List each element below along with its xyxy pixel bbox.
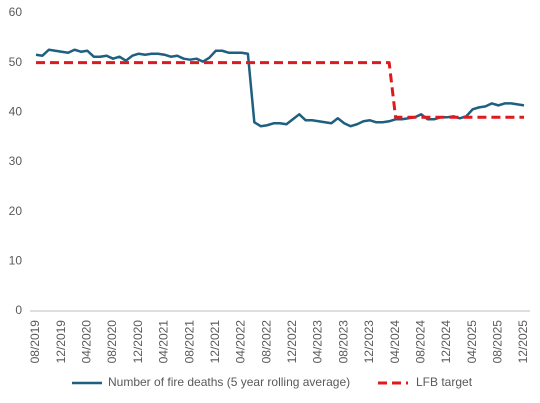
x-tick-label: 08/2021 [182,320,196,364]
x-tick-label: 12/2022 [285,320,299,364]
y-tick-label: 60 [9,5,23,19]
x-tick-label: 04/2025 [465,320,479,364]
x-tick-label: 08/2022 [259,320,273,364]
x-tick-label: 12/2023 [362,320,376,364]
x-tick-label: 08/2020 [105,320,119,364]
x-tick-label: 04/2022 [234,320,248,364]
legend-label: Number of fire deaths (5 year rolling av… [108,375,350,389]
y-tick-label: 50 [9,55,23,69]
x-tick-label: 08/2024 [413,320,427,364]
y-tick-label: 40 [9,105,23,119]
x-tick-label: 04/2024 [388,320,402,364]
series-line [36,61,524,119]
y-tick-label: 30 [9,154,23,168]
legend-label: LFB target [416,375,473,389]
x-tick-label: 12/2019 [54,320,68,364]
x-tick-label: 04/2020 [80,320,94,364]
x-tick-label: 12/2024 [439,320,453,364]
y-tick-label: 10 [9,254,23,268]
x-tick-label: 12/2025 [516,320,530,364]
x-tick-label: 12/2020 [131,320,145,364]
x-tick-label: 08/2023 [336,320,350,364]
x-tick-label: 04/2023 [311,320,325,364]
y-tick-label: 20 [9,204,23,218]
x-tick-label: 08/2025 [490,320,504,364]
x-tick-label: 04/2021 [157,320,171,364]
x-tick-label: 12/2021 [208,320,222,364]
x-tick-label: 08/2019 [28,320,42,364]
y-tick-label: 0 [15,303,22,317]
